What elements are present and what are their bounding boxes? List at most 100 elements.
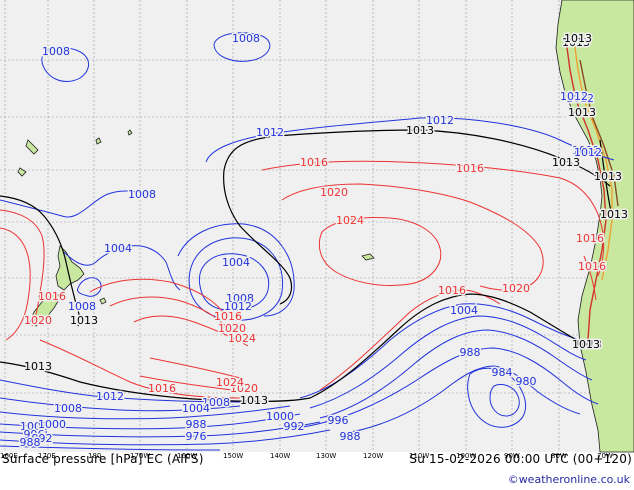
- isobar-label: 1013: [594, 170, 622, 183]
- isobar-label: 1016: [38, 290, 66, 303]
- isobar-label: 1024: [228, 332, 256, 345]
- isobar-984-east: [467, 367, 526, 428]
- isobar-1008-north-w: [41, 46, 89, 82]
- isobar-label: 1020: [24, 314, 52, 327]
- isobar-label: 996: [328, 414, 349, 427]
- isobar-1016-south-loop: [89, 278, 229, 321]
- isobar-1013-west: [0, 195, 81, 327]
- lon-label: 140W: [270, 452, 290, 460]
- isobar-label: 1004: [450, 304, 478, 317]
- isobar-label: 1024: [336, 214, 364, 227]
- lon-label: 110W: [409, 452, 429, 460]
- isobar-label: 1012: [560, 90, 588, 103]
- isobar-label: 1013: [406, 124, 434, 137]
- isobar-label: 1008: [202, 396, 230, 409]
- isobar-label: 984: [28, 428, 49, 441]
- lon-label: 80W: [551, 452, 567, 460]
- isobar-label: 1016: [438, 284, 466, 297]
- island-easter: [361, 253, 375, 261]
- isobar-label: 1013: [24, 360, 52, 373]
- credit-link[interactable]: ©weatheronline.co.uk: [507, 473, 630, 486]
- lon-label: 150W: [223, 452, 243, 460]
- isobar-label: 984: [492, 366, 513, 379]
- lon-label: 120W: [363, 452, 383, 460]
- isobar-1024-center: [318, 217, 442, 286]
- land: [17, 0, 634, 453]
- nz-north-island: [55, 245, 85, 291]
- isobar-1008-nz: [77, 277, 102, 297]
- isobar-1004-west: [63, 245, 181, 291]
- lon-label: 170E: [38, 452, 56, 460]
- isobar-1004-east: [299, 303, 581, 399]
- isobar-1008-west: [0, 190, 153, 218]
- isobar-1020-south-loop: [109, 296, 233, 335]
- isobar-1016-center: [261, 160, 605, 277]
- isobar-label: 1008: [128, 188, 156, 201]
- isobar-label: 992: [284, 420, 305, 433]
- isobar-label: 1013: [240, 394, 268, 407]
- isobar-1008-north-c: [213, 32, 271, 62]
- isobar-996-east: [319, 329, 593, 419]
- isobar-label: 1000: [38, 418, 66, 431]
- valid-time: Su 15-02-2026 00:00 UTC (00+120): [409, 452, 632, 466]
- lon-label: 160W: [177, 452, 197, 460]
- ocean-background: [0, 0, 634, 452]
- isobar-1016-west-hook: [0, 209, 45, 327]
- isobar-label: 1016: [148, 382, 176, 395]
- south-america-land: [555, 0, 634, 453]
- lon-label: 70W: [597, 452, 613, 460]
- isobar-1004-center: [198, 253, 270, 311]
- isobar-988-south: [0, 445, 221, 451]
- isobar-988-east: [339, 365, 581, 435]
- isobar-label: 1013: [574, 338, 602, 351]
- graticule: [0, 0, 634, 452]
- isobar-label: 1008: [54, 402, 82, 415]
- isobar-label: 980: [516, 375, 537, 388]
- isobar-1013-north: [223, 129, 611, 187]
- isobar-1024-south-loop: [133, 315, 249, 347]
- isobar-label: 1024: [216, 376, 244, 389]
- isobar-label: 1020: [502, 282, 530, 295]
- isobar-1013-spine: [223, 169, 293, 305]
- isobar-label: 1016: [576, 232, 604, 245]
- island-tonga: [127, 129, 133, 136]
- isobar-label: 996: [24, 428, 45, 441]
- isobar-label: 1012: [574, 146, 602, 159]
- lon-label: 160E: [0, 452, 18, 460]
- isobar-label: 988: [20, 436, 41, 449]
- isobar-1012-north: [205, 117, 615, 163]
- isobar-1020-south: [139, 375, 233, 391]
- isobar-label: 1012: [256, 126, 284, 139]
- lon-label: 130W: [316, 452, 336, 460]
- isobar-1013-east-coast: [599, 139, 613, 217]
- isobar-1024-south: [149, 357, 241, 379]
- isobar-label: 1012: [96, 390, 124, 403]
- isobar-label: 1013: [600, 208, 628, 221]
- isobar-label: 1008: [226, 292, 254, 305]
- isobar-1008-center: [188, 237, 284, 321]
- isobar-1016-south: [39, 339, 241, 399]
- isobar-labels: 1008100810121012101310131013101310121012…: [18, 31, 630, 451]
- isobar-1012-center: [177, 223, 295, 317]
- isobar-label: 1008: [20, 420, 48, 433]
- lon-label: 180: [88, 452, 101, 460]
- isobar-1020-center: [281, 183, 544, 291]
- isobar-label: 1004: [182, 402, 210, 415]
- island-nc-2: [17, 167, 27, 177]
- isobar-label: 1013: [562, 36, 590, 49]
- lon-label: 90W: [504, 452, 520, 460]
- isobar-label: 1012: [426, 114, 454, 127]
- isobar-1020-west: [0, 227, 31, 341]
- low-isobars: [0, 32, 615, 451]
- isobar-label: 1016: [456, 162, 484, 175]
- isobar-1012-south: [0, 379, 241, 403]
- lon-label: 170W: [130, 452, 150, 460]
- isobar-label: 1012: [566, 92, 594, 105]
- isobar-label: 988: [460, 346, 481, 359]
- isobar-1008-south: [0, 397, 241, 412]
- isobar-992-south: [0, 429, 331, 446]
- isobar-label: 1013: [564, 32, 592, 45]
- isobar-980-east: [489, 383, 520, 417]
